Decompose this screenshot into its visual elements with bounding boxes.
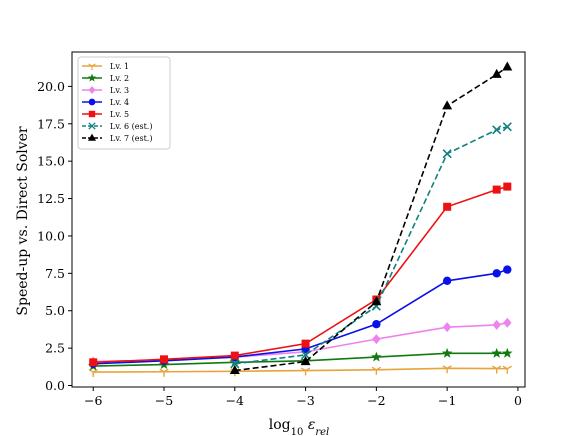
- legend-marker: [88, 98, 96, 106]
- data-point: [301, 339, 310, 348]
- legend-marker: [88, 133, 96, 141]
- y-tick-label: 2.5: [45, 341, 65, 356]
- x-tick-label: −2: [367, 393, 385, 408]
- data-point: [502, 61, 513, 71]
- data-point: [229, 365, 240, 375]
- series-line: [234, 126, 508, 365]
- legend-label: Lv. 1: [110, 62, 129, 71]
- data-point: [371, 296, 382, 306]
- legend-entry: Lv. 3: [82, 86, 129, 95]
- data-point: [442, 100, 453, 110]
- x-tick-label: −5: [155, 393, 173, 408]
- legend-label: Lv. 4: [110, 98, 129, 107]
- y-tick-label: 15.0: [37, 154, 65, 169]
- data-point: [492, 125, 502, 135]
- y-axis-label: Speed-up vs. Direct Solver: [15, 126, 31, 316]
- plot-area: [71, 51, 526, 388]
- legend-entry: Lv. 2: [82, 73, 129, 83]
- series-layer: [88, 61, 513, 378]
- legend: Lv. 1 Lv. 2 Lv. 3 Lv. 4 Lv. 5 Lv. 6 (est.) Lv.…: [77, 56, 171, 150]
- series-5: [89, 182, 512, 367]
- x-tick-label: −3: [296, 393, 314, 408]
- series-6: [230, 122, 512, 369]
- y-tick-label: 7.5: [45, 266, 65, 281]
- data-point: [371, 351, 382, 362]
- legend-marker: [88, 122, 96, 130]
- y-tick-label: 20.0: [37, 79, 65, 94]
- y-tick-label: 12.5: [37, 191, 65, 206]
- series-line: [93, 185, 508, 364]
- series-line: [93, 352, 508, 367]
- data-point: [492, 185, 501, 194]
- y-tick-label: 0.0: [45, 378, 65, 393]
- data-point: [491, 68, 502, 78]
- data-point: [491, 347, 502, 358]
- data-point: [441, 347, 453, 358]
- legend-label: Lv. 5: [110, 110, 129, 119]
- legend-marker: [88, 63, 96, 71]
- data-point: [503, 317, 512, 328]
- legend-label: Lv. 6 (est.): [110, 122, 152, 131]
- legend-marker: [88, 86, 96, 94]
- legend-label: Lv. 3: [110, 86, 129, 95]
- data-point: [160, 355, 169, 364]
- data-point: [88, 368, 98, 378]
- data-point: [492, 269, 501, 278]
- data-point: [492, 365, 502, 374]
- data-point: [502, 365, 512, 374]
- y-tick-label: 17.5: [37, 116, 65, 131]
- legend-entry: Lv. 7 (est.): [82, 133, 152, 143]
- legend-label: Lv. 2: [110, 74, 129, 83]
- legend-marker: [88, 110, 96, 118]
- legend-marker: [87, 73, 97, 82]
- y-tick-label: 5.0: [45, 303, 65, 318]
- data-point: [300, 367, 311, 376]
- data-point: [492, 319, 501, 330]
- data-point: [502, 122, 512, 132]
- data-point: [230, 359, 240, 369]
- x-tick-label: −4: [226, 393, 244, 408]
- x-axis: −6 −5 −4 −3 −2 −1 0: [84, 387, 522, 408]
- legend-entry: Lv. 5: [82, 110, 129, 119]
- data-point: [503, 265, 512, 274]
- data-point: [230, 351, 239, 360]
- data-point: [503, 182, 512, 191]
- data-point: [442, 149, 452, 159]
- plot-frame: [71, 51, 526, 388]
- y-axis: 0.0 2.5 5.0 7.5 10.0 12.5 15.0 17.5 20.0: [37, 79, 72, 393]
- x-tick-label: −1: [438, 393, 456, 408]
- legend-label: Lv. 7 (est.): [110, 134, 152, 143]
- data-point: [372, 319, 381, 329]
- data-point: [443, 202, 452, 211]
- legend-entry: Lv. 1: [82, 62, 129, 71]
- x-tick-label: −6: [84, 393, 102, 408]
- series-1: [88, 365, 512, 378]
- x-tick-label: 0: [514, 393, 522, 408]
- series-7: [229, 61, 513, 375]
- y-tick-label: 10.0: [37, 228, 65, 243]
- series-line: [93, 367, 508, 373]
- data-point: [442, 276, 452, 286]
- data-point: [159, 368, 169, 377]
- data-point: [372, 334, 381, 345]
- data-point: [300, 356, 311, 366]
- legend-entry: Lv. 6 (est.): [82, 122, 152, 131]
- legend-entry: Lv. 4: [82, 98, 129, 107]
- x-axis-label: log10 εrel: [269, 417, 329, 436]
- data-point: [371, 366, 382, 375]
- data-point: [502, 347, 513, 358]
- data-point: [442, 365, 452, 374]
- series-line: [234, 66, 508, 372]
- data-point: [89, 358, 98, 367]
- data-point: [442, 322, 452, 333]
- series-line: [93, 268, 508, 365]
- data-point: [301, 350, 311, 360]
